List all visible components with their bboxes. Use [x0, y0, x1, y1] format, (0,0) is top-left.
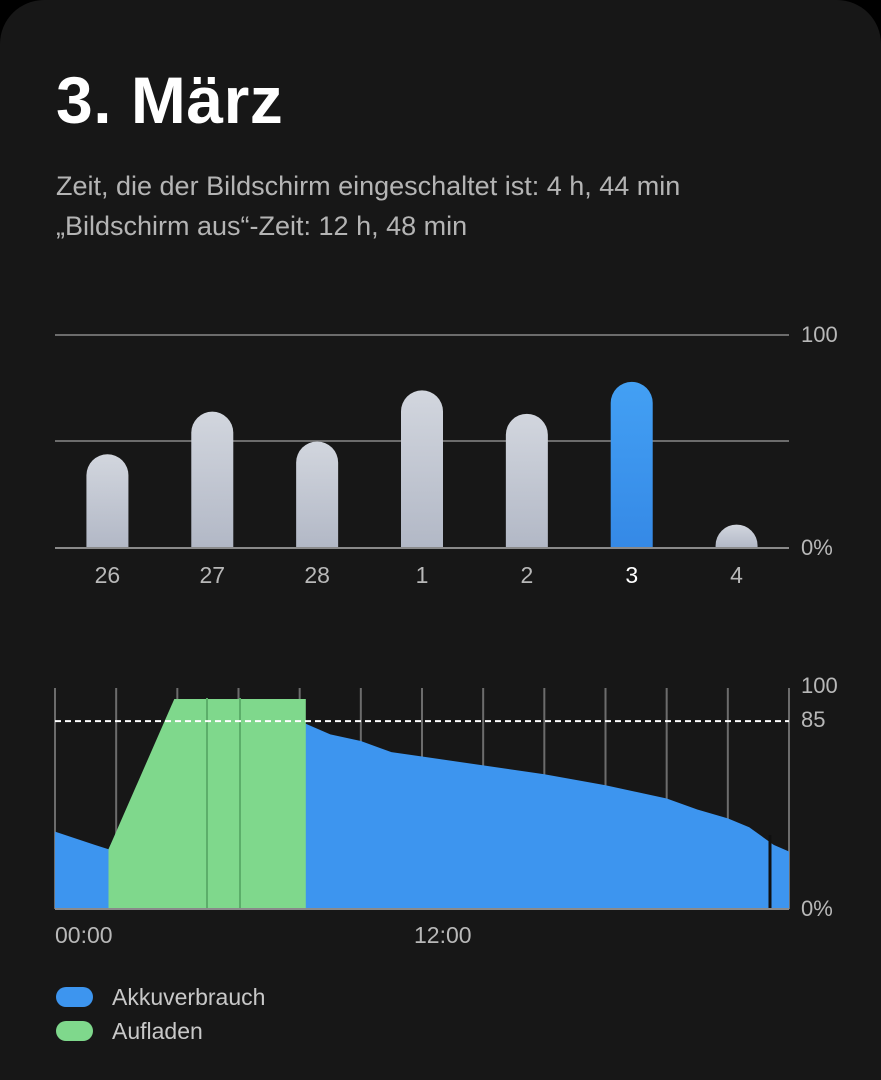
day-bar-2[interactable]	[505, 413, 548, 548]
usage-swatch	[56, 987, 93, 1007]
day-label-26[interactable]: 26	[95, 562, 121, 588]
day-label-1[interactable]: 1	[416, 562, 429, 588]
day-y-top-label: 100	[801, 673, 838, 698]
day-bar-1[interactable]	[401, 390, 443, 548]
legend-usage-label: Akkuverbrauch	[112, 984, 266, 1010]
day-bar-28[interactable]	[296, 441, 339, 549]
day-label-3[interactable]: 3	[625, 562, 638, 588]
day-bar-3[interactable]	[610, 381, 653, 548]
week-y-top-label: 100	[801, 322, 838, 347]
day-bar-26[interactable]	[86, 454, 129, 548]
weekly-battery-bar-chart: 100 0% 26 27 28 1 2 3 4	[55, 322, 838, 588]
daily-battery-level-chart: 100 85 0% 00:00 12:00	[54, 673, 838, 948]
day-label-4[interactable]: 4	[730, 562, 743, 588]
x-label-noon: 12:00	[414, 922, 472, 948]
screen-on-time-text: Zeit, die der Bildschirm eingeschaltet i…	[56, 171, 681, 201]
day-bar-4[interactable]	[715, 524, 758, 548]
week-y-bottom-label: 0%	[801, 535, 833, 560]
day-bar-27[interactable]	[191, 411, 234, 548]
x-label-midnight: 00:00	[55, 922, 113, 948]
legend-charge-label: Aufladen	[112, 1018, 203, 1044]
day-y-bottom-label: 0%	[801, 896, 833, 921]
screen-off-time-text: „Bildschirm aus“-Zeit: 12 h, 48 min	[56, 211, 468, 241]
day-threshold-label: 85	[801, 707, 825, 732]
date-title: 3. März	[56, 63, 284, 137]
day-label-27[interactable]: 27	[199, 562, 225, 588]
day-label-2[interactable]: 2	[520, 562, 533, 588]
day-label-28[interactable]: 28	[304, 562, 330, 588]
charge-swatch	[56, 1021, 93, 1041]
